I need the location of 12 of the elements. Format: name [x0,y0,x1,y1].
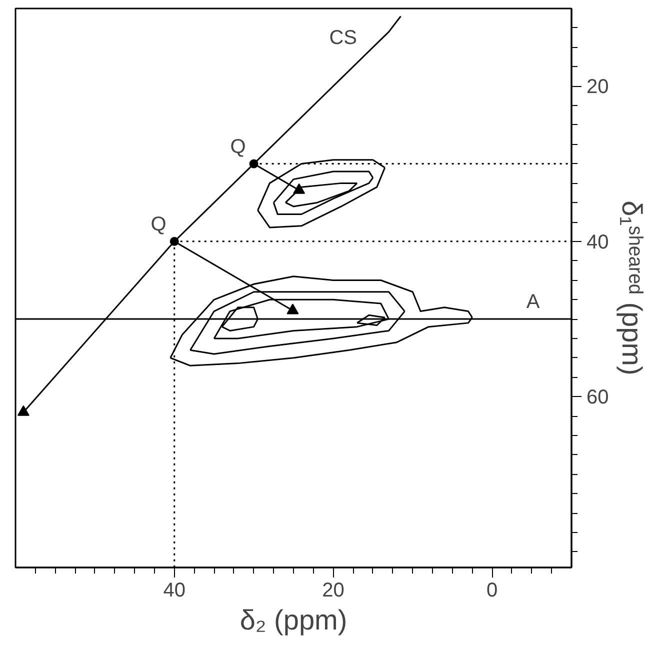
y-axis-title: δ₁ˢʰᵉᵃʳᵉᵈ (ppm) [616,200,648,376]
x-tick-label: 40 [163,580,186,602]
x-tick-label: 20 [322,580,344,602]
annotation: Q [230,136,246,158]
annotation: A [526,291,540,314]
annotation: Q [150,213,166,236]
y-tick-label: 60 [586,386,609,409]
y-tick-label: 20 [586,76,609,98]
x-axis-title: δ₂ (ppm) [240,604,348,636]
x-tick-label: 0 [486,580,498,602]
y-tick-label: 40 [586,231,609,254]
annotation: CS [329,27,357,50]
